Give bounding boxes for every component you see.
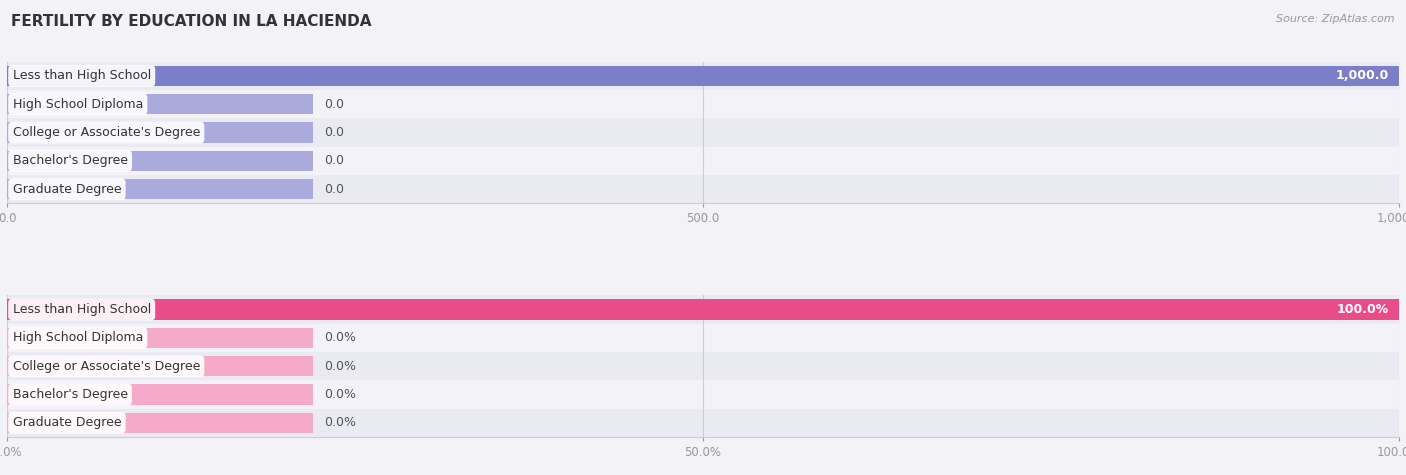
Bar [7,380,1399,408]
Bar [7,324,1399,352]
Text: High School Diploma: High School Diploma [13,332,143,344]
Text: 1,000.0: 1,000.0 [1336,69,1389,82]
Bar [7,356,314,376]
Bar [7,408,1399,437]
Bar [7,118,1399,147]
Text: 0.0%: 0.0% [325,417,356,429]
Text: Graduate Degree: Graduate Degree [13,417,121,429]
Bar [7,62,1399,90]
Text: 0.0: 0.0 [325,126,344,139]
Bar [7,66,1399,86]
Text: 0.0%: 0.0% [325,332,356,344]
Text: High School Diploma: High School Diploma [13,98,143,111]
Bar [7,352,1399,380]
Text: College or Associate's Degree: College or Associate's Degree [13,360,200,373]
Bar [7,94,314,114]
Bar [7,413,314,433]
Text: Less than High School: Less than High School [13,303,150,316]
Bar [7,123,314,143]
Text: 0.0: 0.0 [325,154,344,167]
Text: 0.0: 0.0 [325,98,344,111]
Bar [7,295,1399,324]
Text: 0.0%: 0.0% [325,360,356,373]
Text: College or Associate's Degree: College or Associate's Degree [13,126,200,139]
Bar [7,179,314,199]
Text: Source: ZipAtlas.com: Source: ZipAtlas.com [1277,14,1395,24]
Bar [7,328,314,348]
Bar [7,147,1399,175]
Bar [7,384,314,405]
Text: 0.0%: 0.0% [325,388,356,401]
Text: Bachelor's Degree: Bachelor's Degree [13,388,128,401]
Bar [7,299,1399,320]
Text: FERTILITY BY EDUCATION IN LA HACIENDA: FERTILITY BY EDUCATION IN LA HACIENDA [11,14,371,29]
Text: 100.0%: 100.0% [1337,303,1389,316]
Text: Less than High School: Less than High School [13,69,150,82]
Bar [7,151,314,171]
Text: Bachelor's Degree: Bachelor's Degree [13,154,128,167]
Text: 0.0: 0.0 [325,183,344,196]
Text: Graduate Degree: Graduate Degree [13,183,121,196]
Bar [7,90,1399,118]
Bar [7,175,1399,203]
